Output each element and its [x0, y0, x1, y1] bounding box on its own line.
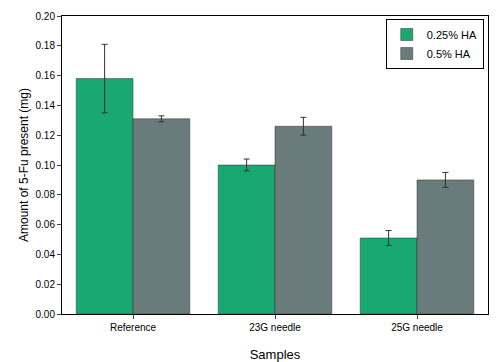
svg-text:0.08: 0.08 — [36, 189, 56, 200]
svg-text:23G needle: 23G needle — [249, 322, 301, 333]
svg-text:0.14: 0.14 — [36, 100, 56, 111]
svg-text:0.12: 0.12 — [36, 130, 56, 141]
svg-text:Amount of 5-Fu present (mg): Amount of 5-Fu present (mg) — [17, 88, 31, 242]
svg-text:0.20: 0.20 — [36, 11, 56, 22]
svg-text:0.25% HA: 0.25% HA — [427, 29, 477, 41]
svg-text:0.18: 0.18 — [36, 40, 56, 51]
svg-text:Samples: Samples — [250, 347, 301, 362]
svg-text:25G needle: 25G needle — [391, 322, 443, 333]
svg-text:0.5% HA: 0.5% HA — [427, 48, 471, 60]
svg-text:0.16: 0.16 — [36, 70, 56, 81]
svg-text:0.00: 0.00 — [36, 309, 56, 320]
svg-text:0.10: 0.10 — [36, 160, 56, 171]
svg-text:0.02: 0.02 — [36, 279, 56, 290]
svg-text:0.04: 0.04 — [36, 249, 56, 260]
svg-text:Reference: Reference — [110, 322, 157, 333]
svg-text:0.06: 0.06 — [36, 219, 56, 230]
